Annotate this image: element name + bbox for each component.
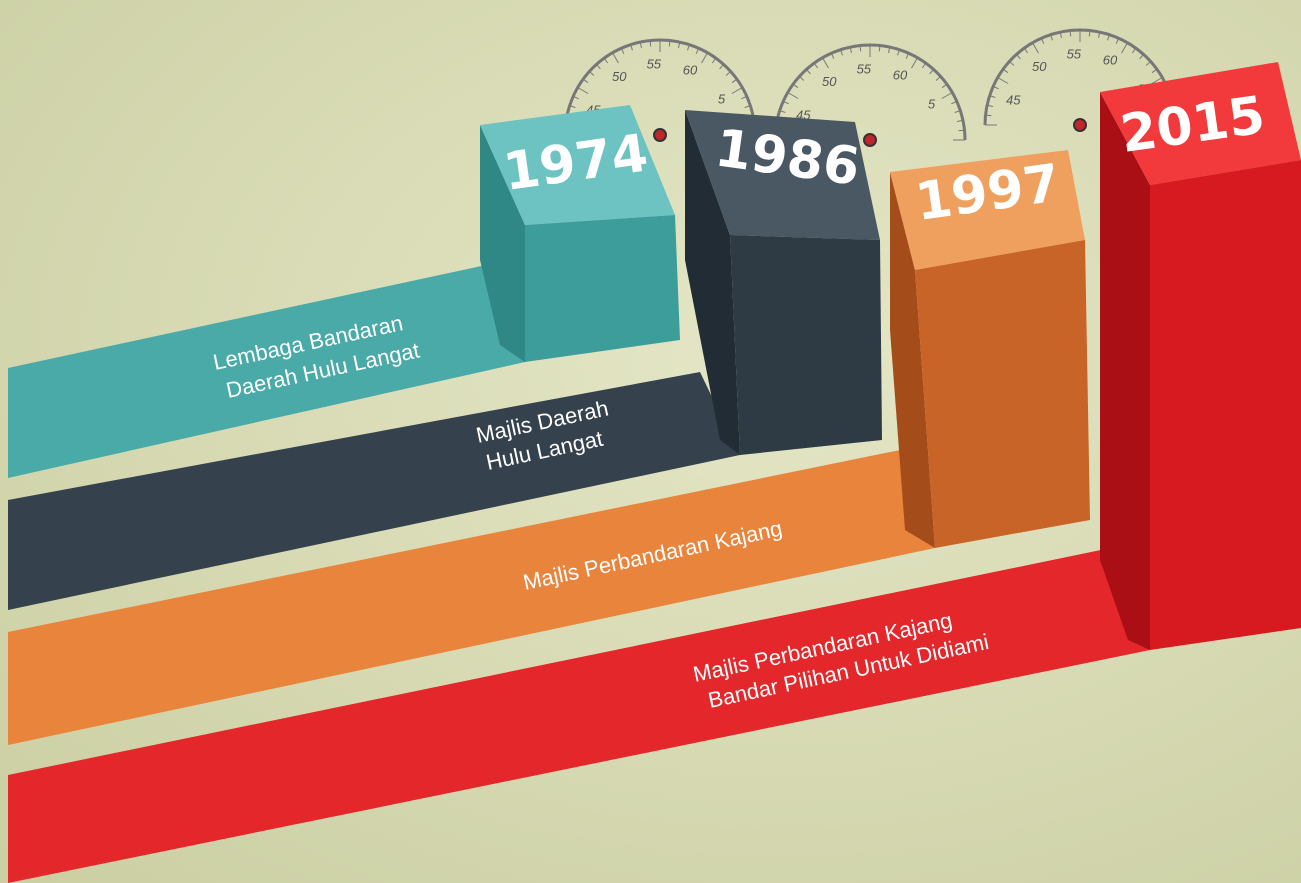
gauge-tick [1089,31,1090,37]
gauge-tick [860,46,861,52]
box-side [1100,92,1150,650]
gauge-label: 5 [928,97,936,112]
gauge-label: 50 [612,69,627,84]
gauge-label: 60 [893,68,908,83]
box-front [1150,160,1301,650]
box-front [525,215,680,362]
gauge-tick [650,41,651,47]
gauge-label: 55 [1067,46,1082,61]
gauge-tick [1070,31,1071,37]
gauge-label: 60 [683,63,698,78]
gauge-tick [986,115,992,116]
gauge-tick [959,130,965,131]
infographic: 455055605455055605455055605 1974Lembaga … [0,0,1301,883]
gauge-label: 50 [1032,59,1047,74]
gauge-label: 55 [857,61,872,76]
gauge-tick [669,41,670,47]
gauge-label: 50 [822,74,837,89]
gauge-label: 55 [647,56,662,71]
gauge-pin [654,129,666,141]
gauge-label: 45 [1006,93,1021,108]
box-front [730,235,882,455]
gauge-pin [1074,119,1086,131]
gauge-tick [879,46,880,52]
gauge-label: 5 [718,92,726,107]
gauge-label: 60 [1103,53,1118,68]
gauge-pin [864,134,876,146]
box-front [915,240,1090,548]
